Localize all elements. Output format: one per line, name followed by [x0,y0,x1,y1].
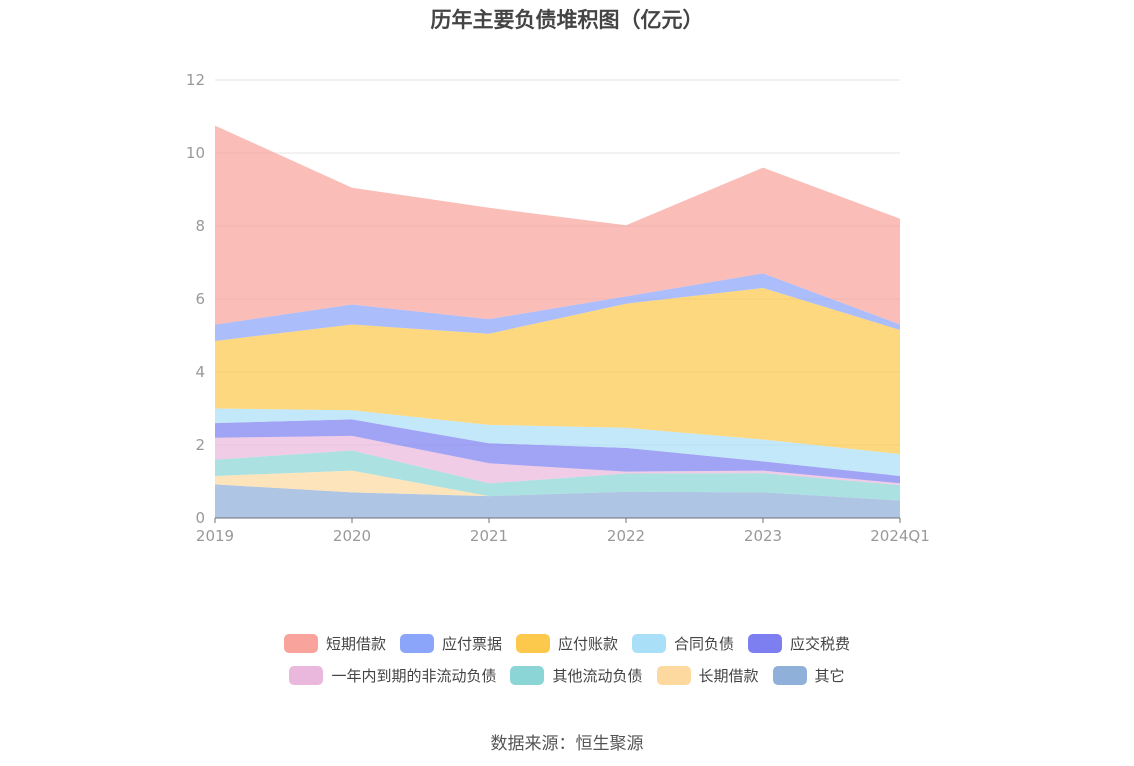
y-tick-label: 10 [186,144,205,162]
area-series-应付票据 [215,273,900,341]
legend-swatch [283,634,318,653]
legend-row: 短期借款 应付票据 应付账款 合同负债 应交税费 [0,633,1134,654]
legend-label: 应付票据 [441,635,502,653]
y-tick-label: 12 [186,71,205,89]
legend-swatch [632,634,666,653]
legend-swatch [656,666,691,685]
legend-item[interactable]: 应付账款 [515,633,618,654]
legend-swatch [515,634,550,653]
y-tick-label: 8 [195,217,205,235]
legend-swatch [399,634,434,653]
area-series-一年内到期的非流动负债 [215,435,900,486]
legend-label: 应交税费 [790,635,851,653]
legend-swatch [510,666,545,685]
area-series-应付账款 [215,288,900,455]
legend-swatch [289,666,324,685]
legend-label: 短期借款 [325,635,386,653]
legend-label: 一年内到期的非流动负债 [331,667,497,685]
legend-item[interactable]: 其它 [772,665,845,686]
chart-title: 历年主要负债堆积图（亿元） [430,8,704,32]
area-series-其他流动负债 [215,450,900,501]
legend-item[interactable]: 应付票据 [399,633,502,654]
legend-item[interactable]: 其他流动负债 [510,665,643,686]
y-tick-label: 2 [195,436,205,454]
legend-item[interactable]: 一年内到期的非流动负债 [289,665,496,686]
x-tick-label: 2019 [196,527,234,545]
area-series-长期借款 [215,470,900,501]
legend-item[interactable]: 应交税费 [748,633,850,654]
legend-swatch [748,634,783,653]
y-tick-label: 0 [195,509,205,527]
x-tick-label: 2020 [333,527,371,545]
legend-item[interactable]: 合同负债 [632,633,734,654]
area-series-短期借款 [215,125,900,325]
legend-label: 合同负债 [674,635,735,653]
area-series-合同负债 [215,408,900,476]
x-tick-label: 2021 [470,527,508,545]
data-source: 数据来源：恒生聚源 [490,734,644,754]
legend-label: 长期借款 [698,667,759,685]
x-tick-label: 2022 [607,527,645,545]
area-series-应交税费 [215,419,900,484]
x-tick-label: 2023 [744,527,782,545]
y-tick-label: 4 [195,363,205,381]
legend-item[interactable]: 长期借款 [656,665,759,686]
y-tick-label: 6 [195,290,205,308]
legend-item[interactable]: 短期借款 [283,633,386,654]
legend-label: 其它 [814,667,845,685]
legend-label: 应付账款 [557,635,618,653]
legend-label: 其他流动负债 [552,667,643,685]
x-tick-label: 2024Q1 [870,527,930,545]
legend-row: 一年内到期的非流动负债 其他流动负债 长期借款 其它 [0,665,1134,686]
area-series-其它 [215,484,900,518]
legend-swatch [772,666,807,685]
stacked-area-chart: 0 2 4 6 8 10 12 2019 2020 2021 2022 2023 2024Q1 [186,71,930,545]
